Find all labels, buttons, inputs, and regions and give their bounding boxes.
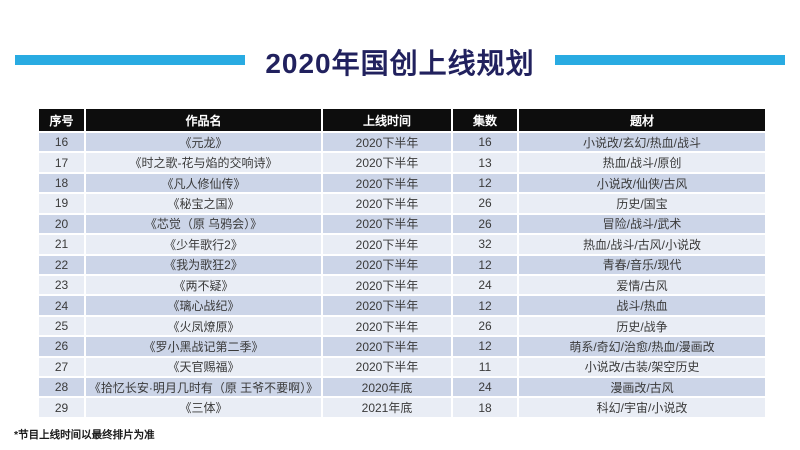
cell-genre: 战斗/热血	[518, 295, 766, 316]
cell-launch-time: 2020下半年	[322, 356, 452, 378]
cell-index: 24	[38, 295, 85, 316]
table-row: 29 《三体》 2021年底 18 科幻/宇宙/小说改	[38, 397, 766, 418]
cell-index: 21	[38, 234, 85, 255]
cell-episode-count: 11	[452, 356, 518, 378]
table-body: 16 《元龙》 2020下半年 16 小说改/玄幻/热血/战斗 17 《时之歌-花与焰的交响…	[38, 132, 766, 418]
cell-title: 《秘宝之国》	[85, 193, 322, 214]
column-header: 集数	[452, 108, 518, 132]
cell-episode-count: 26	[452, 213, 518, 235]
table-row: 23 《两不疑》 2020下半年 24 爱情/古风	[38, 274, 766, 296]
cell-index: 25	[38, 315, 85, 337]
cell-genre: 爱情/古风	[518, 274, 766, 296]
cell-genre: 小说改/仙侠/古风	[518, 172, 766, 194]
table-row: 17 《时之歌-花与焰的交响诗》 2020下半年 13 热血/战斗/原创	[38, 152, 766, 173]
table-row: 22 《我为歌狂2》 2020下半年 12 青春/音乐/现代	[38, 254, 766, 275]
cell-episode-count: 12	[452, 336, 518, 357]
cell-genre: 热血/战斗/古风/小说改	[518, 234, 766, 255]
cell-index: 23	[38, 274, 85, 296]
table-row: 16 《元龙》 2020下半年 16 小说改/玄幻/热血/战斗	[38, 132, 766, 153]
cell-episode-count: 24	[452, 274, 518, 296]
table-row: 24 《璃心战纪》 2020下半年 12 战斗/热血	[38, 295, 766, 316]
cell-index: 20	[38, 213, 85, 235]
cell-genre: 漫画改/古风	[518, 377, 766, 398]
cell-launch-time: 2020下半年	[322, 315, 452, 337]
cell-launch-time: 2021年底	[322, 397, 452, 418]
cell-episode-count: 12	[452, 295, 518, 316]
cell-launch-time: 2020下半年	[322, 132, 452, 153]
table-row: 19 《秘宝之国》 2020下半年 26 历史/国宝	[38, 193, 766, 214]
cell-title: 《三体》	[85, 397, 322, 418]
cell-launch-time: 2020下半年	[322, 193, 452, 214]
column-header: 序号	[38, 108, 85, 132]
cell-title: 《时之歌-花与焰的交响诗》	[85, 152, 322, 173]
cell-genre: 历史/战争	[518, 315, 766, 337]
cell-episode-count: 32	[452, 234, 518, 255]
table-row: 25 《火凤燎原》 2020下半年 26 历史/战争	[38, 315, 766, 337]
cell-index: 27	[38, 356, 85, 378]
cell-episode-count: 24	[452, 377, 518, 398]
cell-genre: 历史/国宝	[518, 193, 766, 214]
column-header: 作品名	[85, 108, 322, 132]
column-header: 上线时间	[322, 108, 452, 132]
cell-launch-time: 2020下半年	[322, 274, 452, 296]
cell-title: 《璃心战纪》	[85, 295, 322, 316]
title-accent-bar-right	[555, 55, 785, 65]
table-header-row: 序号 作品名 上线时间 集数 题材	[38, 108, 766, 132]
cell-index: 22	[38, 254, 85, 275]
title-accent-bar-left	[15, 55, 245, 65]
cell-title: 《我为歌狂2》	[85, 254, 322, 275]
cell-episode-count: 26	[452, 193, 518, 214]
cell-index: 18	[38, 172, 85, 194]
cell-index: 29	[38, 397, 85, 418]
footnote: *节目上线时间以最终排片为准	[14, 429, 155, 441]
column-header: 题材	[518, 108, 766, 132]
cell-episode-count: 12	[452, 172, 518, 194]
cell-launch-time: 2020下半年	[322, 213, 452, 235]
cell-genre: 萌系/奇幻/治愈/热血/漫画改	[518, 336, 766, 357]
cell-title: 《少年歌行2》	[85, 234, 322, 255]
table-row: 26 《罗小黑战记第二季》 2020下半年 12 萌系/奇幻/治愈/热血/漫画改	[38, 336, 766, 357]
cell-genre: 科幻/宇宙/小说改	[518, 397, 766, 418]
cell-launch-time: 2020下半年	[322, 295, 452, 316]
cell-title: 《元龙》	[85, 132, 322, 153]
cell-index: 28	[38, 377, 85, 398]
table-row: 18 《凡人修仙传》 2020下半年 12 小说改/仙侠/古风	[38, 172, 766, 194]
cell-episode-count: 12	[452, 254, 518, 275]
cell-launch-time: 2020下半年	[322, 234, 452, 255]
cell-genre: 冒险/战斗/武术	[518, 213, 766, 235]
cell-episode-count: 16	[452, 132, 518, 153]
launch-plan-table: 序号 作品名 上线时间 集数 题材 16 《元龙》 2020下半年 16 小说改/玄幻/热血/战…	[38, 108, 766, 418]
cell-genre: 青春/音乐/现代	[518, 254, 766, 275]
cell-genre: 热血/战斗/原创	[518, 152, 766, 173]
cell-launch-time: 2020下半年	[322, 152, 452, 173]
cell-title: 《天官赐福》	[85, 356, 322, 378]
cell-title: 《凡人修仙传》	[85, 172, 322, 194]
cell-launch-time: 2020下半年	[322, 172, 452, 194]
cell-episode-count: 26	[452, 315, 518, 337]
cell-title: 《火凤燎原》	[85, 315, 322, 337]
cell-genre: 小说改/玄幻/热血/战斗	[518, 132, 766, 153]
cell-episode-count: 13	[452, 152, 518, 173]
cell-launch-time: 2020年底	[322, 377, 452, 398]
table-row: 21 《少年歌行2》 2020下半年 32 热血/战斗/古风/小说改	[38, 234, 766, 255]
cell-episode-count: 18	[452, 397, 518, 418]
cell-index: 26	[38, 336, 85, 357]
page-title: 2020年国创上线规划	[265, 48, 535, 79]
cell-title: 《两不疑》	[85, 274, 322, 296]
cell-title: 《拾忆长安·明月几时有（原 王爷不要啊）》	[85, 377, 322, 398]
cell-launch-time: 2020下半年	[322, 336, 452, 357]
table-row: 28 《拾忆长安·明月几时有（原 王爷不要啊）》 2020年底 24 漫画改/古风	[38, 377, 766, 398]
cell-launch-time: 2020下半年	[322, 254, 452, 275]
cell-index: 16	[38, 132, 85, 153]
cell-genre: 小说改/古装/架空历史	[518, 356, 766, 378]
cell-index: 19	[38, 193, 85, 214]
cell-title: 《罗小黑战记第二季》	[85, 336, 322, 357]
cell-title: 《芯觉（原 乌鸦会）》	[85, 213, 322, 235]
cell-index: 17	[38, 152, 85, 173]
table-row: 27 《天官赐福》 2020下半年 11 小说改/古装/架空历史	[38, 356, 766, 378]
table-row: 20 《芯觉（原 乌鸦会）》 2020下半年 26 冒险/战斗/武术	[38, 213, 766, 235]
